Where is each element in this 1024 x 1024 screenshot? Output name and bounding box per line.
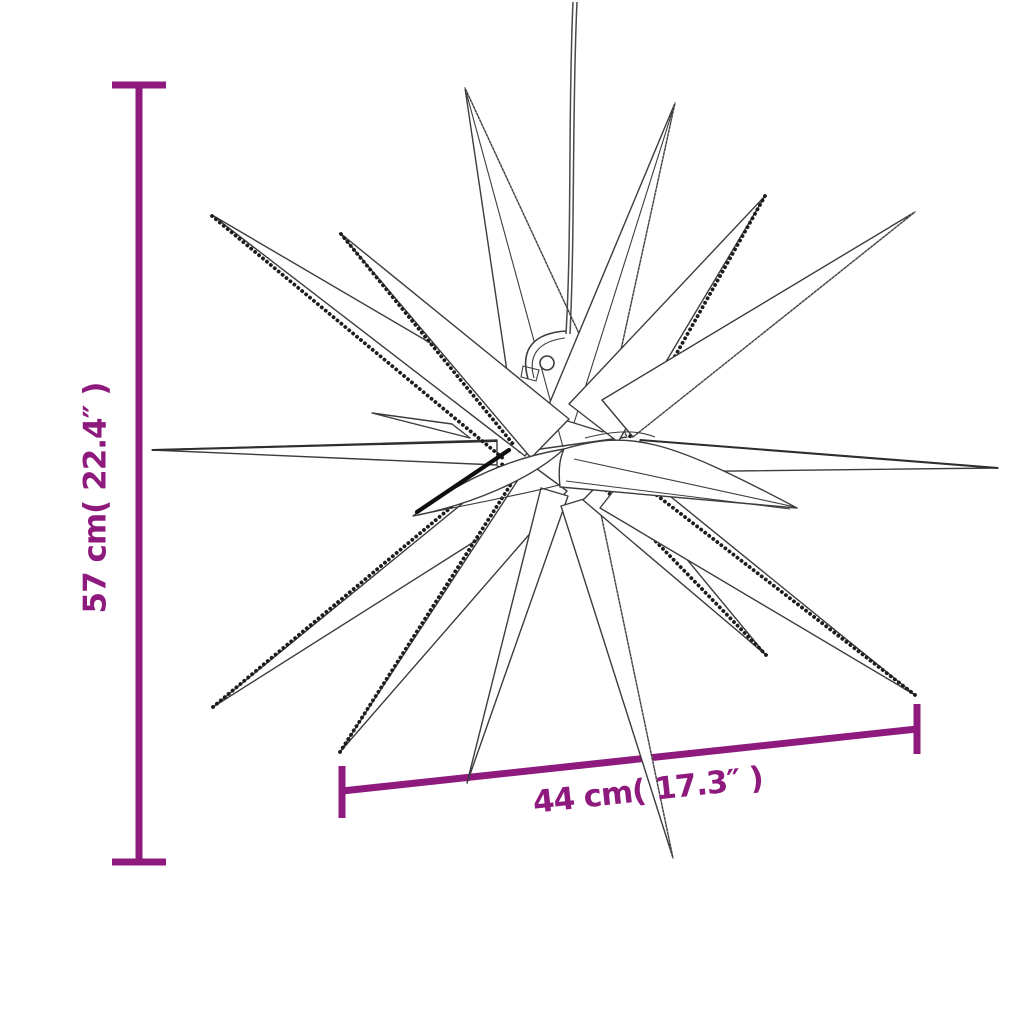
bulb-socket [520, 330, 567, 382]
socket-hook [524, 330, 567, 380]
spike-crease [464, 87, 564, 448]
star-spike [339, 462, 568, 753]
facet-crease [573, 458, 796, 508]
facet-seam [414, 447, 512, 515]
spike-seam [648, 488, 917, 697]
dimension-lines [112, 81, 921, 866]
spike-edge [151, 439, 498, 452]
height-dimension-label: 57 cm( 22.4″ ) [78, 383, 114, 614]
star-spike [339, 232, 570, 459]
star-spike [371, 412, 471, 439]
spike-seam [339, 232, 515, 446]
cord-line [565, 1, 574, 335]
spike-stitch-edge [632, 211, 916, 438]
facet-crease [584, 431, 656, 439]
star-spike [466, 487, 569, 784]
cord-line [569, 1, 578, 335]
star-illustration [151, 1, 999, 859]
star-spike [212, 462, 541, 708]
socket-base [520, 365, 540, 382]
facet-crease [565, 480, 791, 510]
socket-hook-inner [531, 337, 566, 379]
width-dimension-line [341, 725, 918, 795]
star-center-facet [558, 439, 798, 509]
star-spike [560, 494, 674, 859]
socket-ring [539, 355, 555, 371]
spike-crease [573, 102, 676, 424]
power-cord [565, 1, 578, 335]
spike-edge [639, 438, 999, 470]
star-spike [568, 195, 766, 443]
spike-seam [210, 214, 507, 462]
star-spike [151, 439, 498, 466]
star-spike [601, 211, 916, 438]
spike-seam [338, 468, 522, 754]
